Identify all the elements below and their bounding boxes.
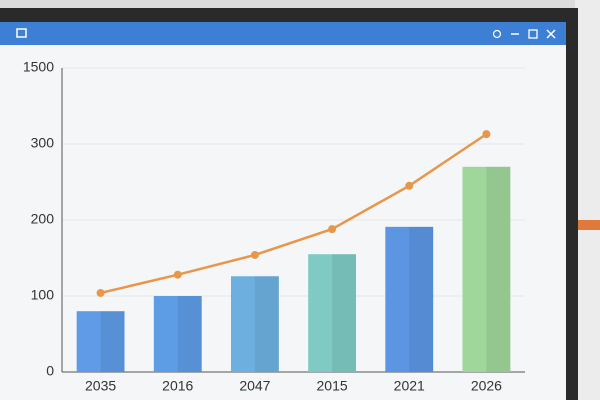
line-point	[405, 181, 414, 190]
settings-button[interactable]	[492, 29, 502, 39]
y-tick-label: 1500	[23, 59, 54, 75]
x-tick-label: 2015	[317, 378, 348, 394]
title-bar	[0, 22, 566, 45]
wall	[575, 0, 600, 400]
close-button[interactable]	[546, 29, 556, 39]
bar-shade	[177, 296, 202, 372]
line-point	[328, 225, 337, 234]
bar	[462, 166, 511, 372]
bar-shade	[486, 166, 511, 372]
line-point	[96, 288, 105, 297]
y-tick-label: 100	[31, 287, 55, 303]
bar-shade	[100, 311, 125, 372]
bar-shade	[409, 226, 434, 372]
wall-detail	[578, 220, 600, 230]
x-tick-label: 2035	[85, 378, 116, 394]
y-tick-label: 0	[46, 363, 54, 379]
bar	[385, 226, 434, 372]
line	[100, 133, 488, 295]
x-tick-label: 2016	[162, 378, 193, 394]
x-tick-label: 2047	[239, 378, 270, 394]
app-icon[interactable]	[16, 28, 27, 38]
line-point	[250, 250, 259, 259]
y-tick-label: 300	[31, 135, 55, 151]
maximize-button[interactable]	[528, 29, 538, 39]
bar	[230, 276, 279, 372]
y-tick-label: 200	[31, 211, 55, 227]
chart: 0 100 200 300 1500 2035 2016 2047 2015 2021 2026	[23, 59, 525, 394]
bar	[76, 311, 125, 372]
line-point	[173, 270, 182, 279]
bar	[308, 254, 357, 372]
x-tick-label: 2026	[471, 378, 502, 394]
bar	[153, 296, 202, 372]
line-point	[482, 130, 491, 139]
x-tick-label: 2021	[394, 378, 425, 394]
bar-shade	[254, 276, 279, 372]
bar-shade	[332, 254, 357, 372]
